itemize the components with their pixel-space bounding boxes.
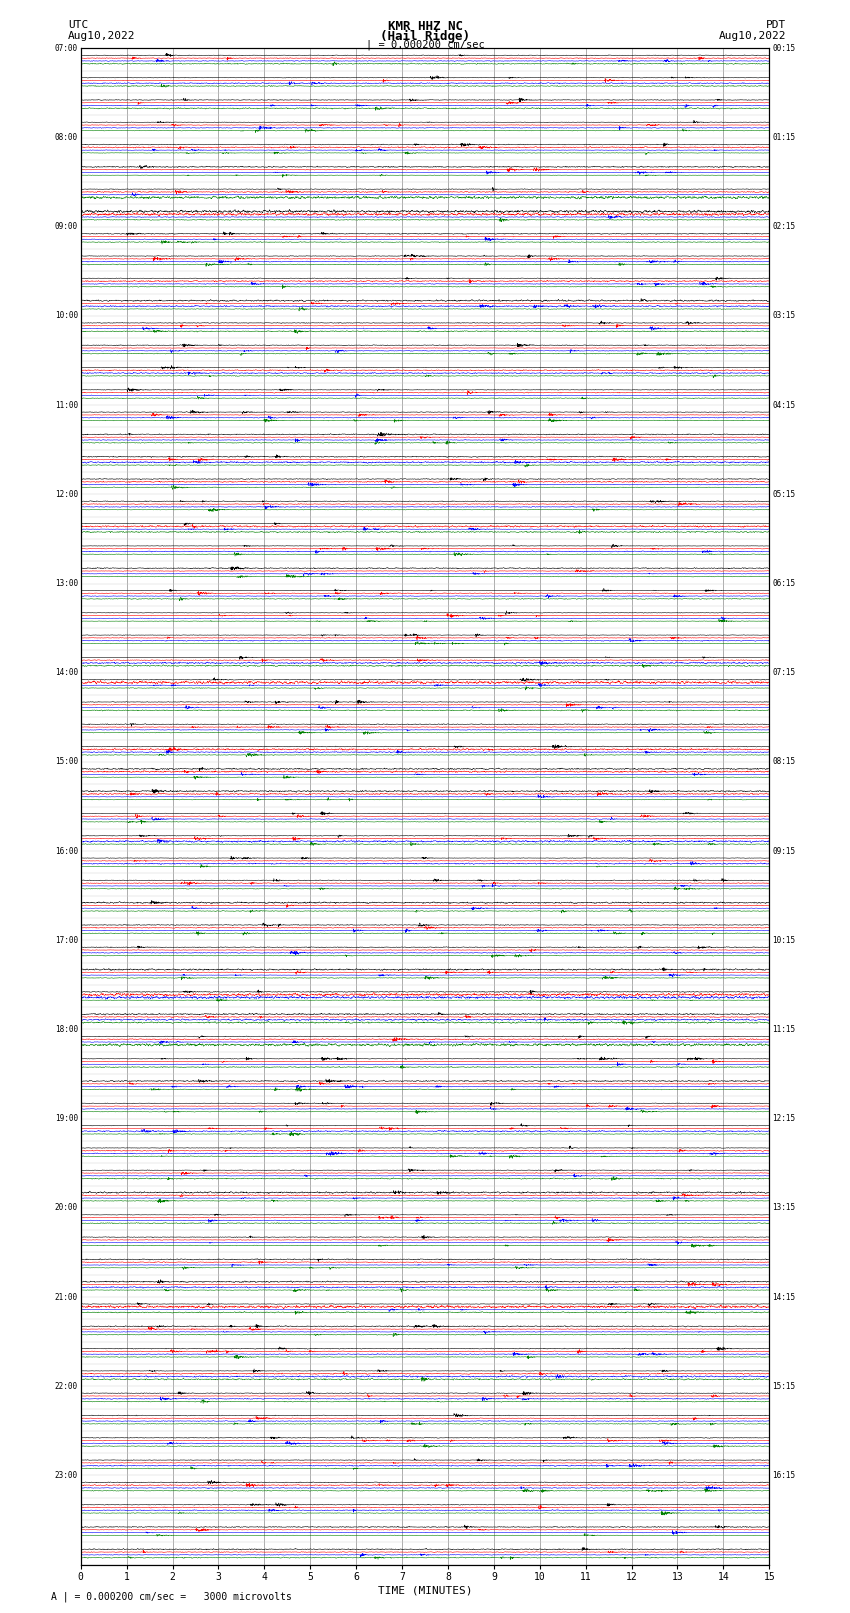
Text: UTC: UTC (68, 19, 88, 31)
Text: (Hail Ridge): (Hail Ridge) (380, 31, 470, 44)
Text: | = 0.000200 cm/sec: | = 0.000200 cm/sec (366, 39, 484, 50)
Text: A | = 0.000200 cm/sec =   3000 microvolts: A | = 0.000200 cm/sec = 3000 microvolts (51, 1590, 292, 1602)
X-axis label: TIME (MINUTES): TIME (MINUTES) (377, 1586, 473, 1595)
Text: Aug10,2022: Aug10,2022 (719, 31, 786, 40)
Text: PDT: PDT (766, 19, 786, 31)
Text: Aug10,2022: Aug10,2022 (68, 31, 135, 40)
Text: KMR HHZ NC: KMR HHZ NC (388, 19, 462, 34)
